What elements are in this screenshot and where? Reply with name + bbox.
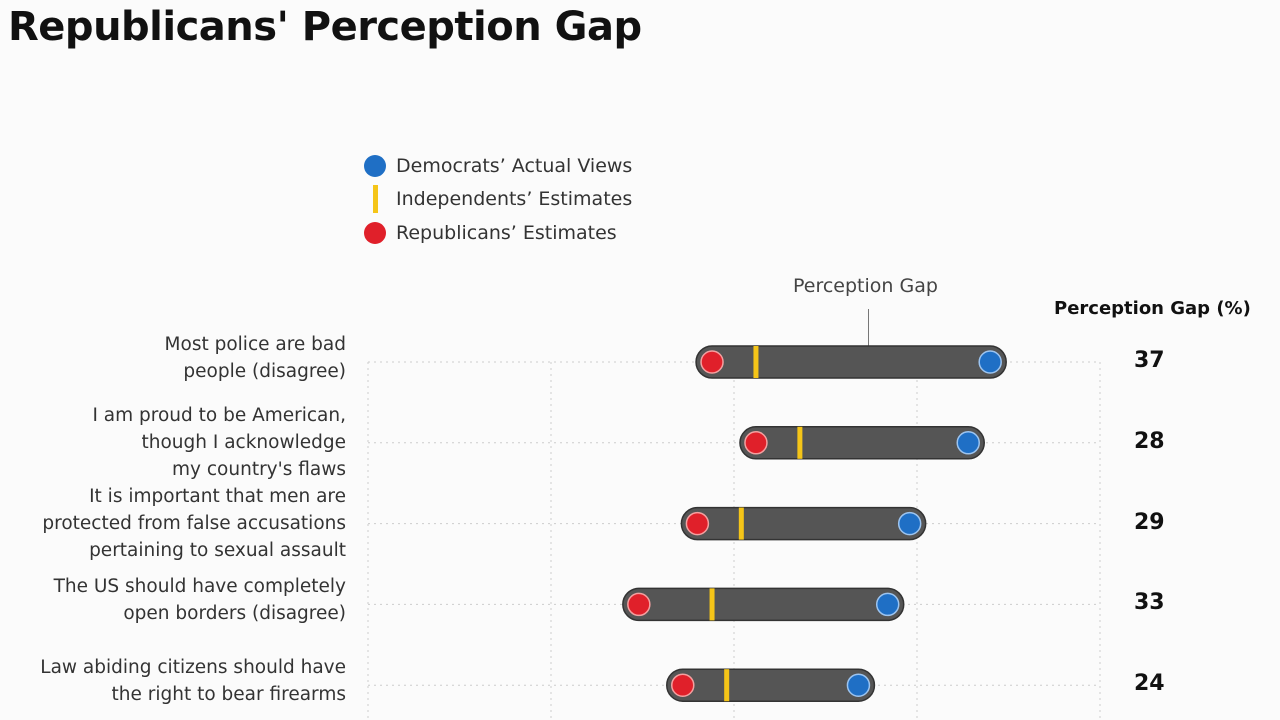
- republicans-estimate-point: [700, 350, 724, 374]
- row-label: Law abiding citizens should have the righ…: [40, 654, 346, 708]
- legend-label: Independents’ Estimates: [396, 188, 633, 210]
- gap-bar: [680, 506, 927, 541]
- legend-independents: Independents’ Estimates: [364, 185, 633, 213]
- red-circle-icon: [364, 222, 386, 244]
- perception-gap-value: 24: [1134, 671, 1165, 697]
- democrats-actual-point: [978, 350, 1002, 374]
- row-label-line: open borders (disagree): [123, 603, 346, 625]
- republicans-estimate-point: [744, 431, 768, 455]
- gap-bar: [622, 587, 905, 622]
- republicans-estimate-point: [627, 592, 651, 617]
- democrats-actual-point: [897, 511, 922, 536]
- row-label-line: protected from false accusations: [42, 513, 346, 535]
- perception-gap-annotation: Perception Gap: [793, 275, 938, 297]
- row-label-line: It is important that men are: [89, 486, 346, 508]
- perception-gap-value: 37: [1134, 348, 1165, 373]
- democrats-actual-point: [956, 431, 980, 455]
- republicans-estimate-point: [671, 673, 695, 697]
- independents-estimate-mark: [738, 507, 744, 540]
- row-label-line: though I acknowledge: [141, 432, 347, 454]
- row-label-line: The US should have completely: [53, 576, 346, 598]
- democrats-actual-point: [875, 592, 900, 617]
- legend-label: Democrats’ Actual Views: [396, 155, 633, 177]
- legend-label: Republicans’ Estimates: [396, 222, 617, 244]
- row-label-line: my country's flaws: [172, 459, 346, 481]
- row-label: Most police are bad people (disagree): [165, 331, 346, 385]
- chart-title: Republicans' Perception Gap: [8, 4, 642, 50]
- annotation-leader-line: [868, 309, 869, 347]
- independents-estimate-mark: [753, 346, 759, 378]
- gap-column-header: Perception Gap (%): [1054, 298, 1251, 319]
- row-label: The US should have completely open border…: [54, 573, 346, 627]
- row-label-line: Law abiding citizens should have: [40, 657, 346, 679]
- row-label: It is important that men are protected fr…: [42, 483, 346, 564]
- independents-estimate-mark: [709, 588, 715, 621]
- legend-republicans: Republicans’ Estimates: [364, 221, 617, 245]
- gap-bar: [666, 668, 876, 702]
- row-label: I am proud to be American, though I ackno…: [92, 402, 346, 483]
- independents-estimate-mark: [797, 426, 803, 459]
- gap-bar: [739, 426, 985, 460]
- yellow-bar-icon: [373, 185, 378, 213]
- democrats-actual-point: [846, 673, 871, 697]
- row-label-line: I am proud to be American,: [92, 405, 346, 427]
- perception-gap-value: 28: [1134, 428, 1165, 454]
- row-label-line: the right to bear firearms: [111, 684, 346, 706]
- independents-estimate-mark: [724, 669, 730, 702]
- legend-democrats: Democrats’ Actual Views: [364, 154, 632, 178]
- row-label-line: people (disagree): [183, 361, 346, 382]
- row-label-line: pertaining to sexual assault: [89, 540, 346, 562]
- perception-gap-value: 33: [1134, 590, 1165, 616]
- perception-gap-value: 29: [1134, 509, 1165, 535]
- row-label-line: Most police are bad: [164, 334, 346, 355]
- republicans-estimate-point: [685, 511, 710, 536]
- blue-circle-icon: [364, 155, 386, 177]
- gap-bar: [695, 345, 1007, 379]
